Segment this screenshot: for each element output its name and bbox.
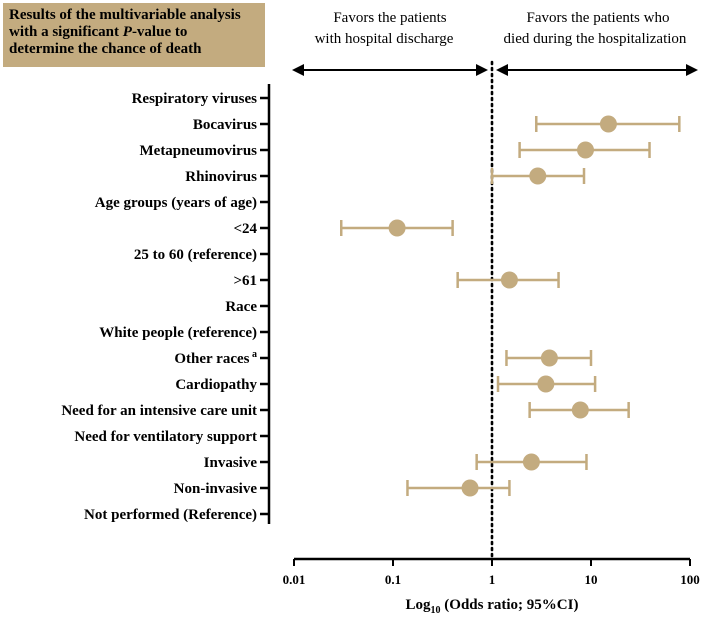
row-label: Cardiopathy: [175, 377, 257, 393]
row-label-superscript: a: [250, 349, 258, 360]
row-label: Non-invasive: [174, 481, 258, 497]
arrow-head-left-icon: [292, 64, 304, 76]
row-label-text: White people (reference): [99, 325, 257, 341]
chart-title: Results of the multivariable analysis wi…: [3, 3, 265, 67]
arrow-head-icon: [476, 64, 488, 76]
favors-left-line-2: with hospital discharge: [315, 31, 454, 47]
row-label-text: Metapneumovirus: [140, 143, 258, 159]
row-label-text: Cardiopathy: [175, 377, 257, 393]
row-label: Respiratory viruses: [132, 91, 258, 107]
x-tick-label: 100: [680, 572, 700, 587]
row-label: Rhinovirus: [185, 169, 257, 185]
row-label: White people (reference): [99, 325, 257, 341]
title-line-3: determine the chance of death: [9, 41, 202, 57]
odds-ratio-point: [599, 115, 617, 133]
row-label-text: Need for ventilatory support: [74, 429, 257, 445]
x-tick-label: 1: [489, 572, 496, 587]
odds-ratio-point: [577, 141, 595, 159]
odds-ratio-point: [522, 453, 540, 471]
row-label: <24: [233, 221, 257, 237]
row-label-text: Race: [225, 299, 257, 315]
row-label-text: Not performed (Reference): [84, 507, 257, 523]
odds-ratio-point: [537, 375, 555, 393]
row-label: Need for an intensive care unit: [61, 403, 257, 419]
row-label-text: 25 to 60 (reference): [134, 247, 257, 263]
favors-right-line-1: Favors the patients who: [527, 10, 670, 26]
row-label-text: Other races: [174, 351, 249, 367]
x-axis-title-subscript: 10: [431, 605, 441, 616]
odds-ratio-point: [388, 219, 406, 237]
row-label: Invasive: [204, 455, 258, 471]
odds-ratio-point: [500, 271, 518, 289]
row-label: Need for ventilatory support: [74, 429, 257, 445]
x-axis-title-suffix: (Odds ratio; 95%CI): [441, 597, 579, 613]
favors-right-line-2: died during the hospitalization: [504, 31, 687, 47]
title-p-italic: P: [122, 24, 132, 40]
row-label: Age groups (years of age): [95, 195, 257, 211]
odds-ratio-point: [571, 401, 589, 419]
row-label-text: Age groups (years of age): [95, 195, 257, 211]
row-label: Race: [225, 299, 257, 315]
row-label-text: Rhinovirus: [185, 169, 257, 185]
row-label: Bocavirus: [193, 117, 257, 133]
arrow-head-right-icon: [686, 64, 698, 76]
row-label: Not performed (Reference): [84, 507, 257, 523]
row-label-text: Invasive: [204, 455, 258, 471]
row-label-text: Non-invasive: [174, 481, 258, 497]
row-label: >61: [233, 273, 257, 289]
x-tick-label: 10: [585, 572, 598, 587]
odds-ratio-point: [461, 479, 479, 497]
row-label-text: Need for an intensive care unit: [61, 403, 257, 419]
row-label: 25 to 60 (reference): [134, 247, 257, 263]
title-line-2: with a significant P-value to: [9, 24, 259, 41]
x-tick-label: 0.1: [385, 572, 401, 587]
title-line-1: Results of the multivariable analysis: [9, 7, 241, 23]
row-label-text: >61: [233, 273, 257, 289]
odds-ratio-point: [529, 167, 547, 185]
x-axis-title: Log10 (Odds ratio; 95%CI): [406, 597, 579, 616]
row-label: Metapneumovirus: [140, 143, 258, 159]
title-line-2-suffix: -value to: [131, 24, 188, 40]
x-tick-label: 0.01: [283, 572, 306, 587]
odds-ratio-point: [540, 349, 558, 367]
row-label-text: Respiratory viruses: [132, 91, 258, 107]
row-label-text: Bocavirus: [193, 117, 257, 133]
arrow-head-icon: [496, 64, 508, 76]
title-line-2-prefix: with a significant: [9, 24, 123, 40]
x-axis-title-prefix: Log: [406, 597, 432, 613]
row-label-text: <24: [233, 221, 257, 237]
row-label: Other races a: [174, 349, 257, 367]
favors-left-line-1: Favors the patients: [333, 10, 446, 26]
